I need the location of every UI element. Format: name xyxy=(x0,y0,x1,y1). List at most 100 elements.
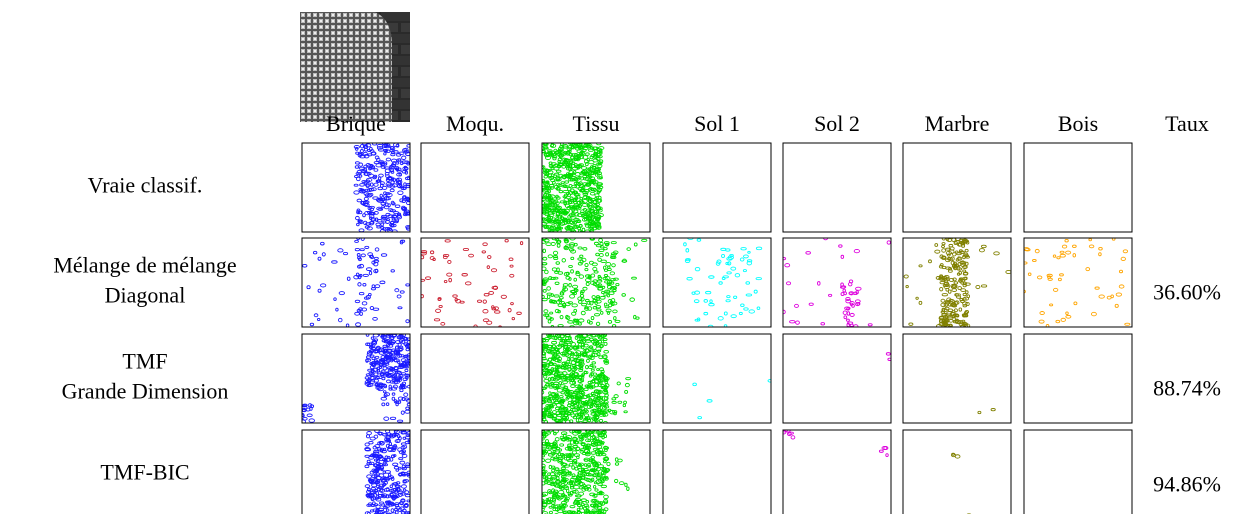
pixel-mark xyxy=(401,451,406,456)
pixel-mark xyxy=(368,270,373,276)
pixel-mark xyxy=(1065,311,1069,315)
pixel-mark xyxy=(957,256,961,261)
pixel-mark xyxy=(369,493,375,499)
pixel-mark xyxy=(369,207,375,212)
pixel-mark xyxy=(1005,269,1011,275)
pixel-mark xyxy=(934,243,939,247)
pixel-mark xyxy=(564,238,570,244)
pixel-mark xyxy=(370,362,377,366)
pixel-mark xyxy=(573,489,579,494)
pixel-mark xyxy=(940,298,946,303)
pixel-mark xyxy=(1072,253,1076,258)
pixel-mark xyxy=(828,293,833,297)
pixel-mark xyxy=(597,374,603,378)
pixel-mark xyxy=(554,484,560,488)
pixel-mark xyxy=(685,248,690,253)
pixel-mark xyxy=(553,276,559,280)
pixel-mark xyxy=(394,439,401,444)
pixel-mark xyxy=(387,214,394,219)
pixel-mark xyxy=(727,261,732,266)
pixel-mark xyxy=(743,307,749,311)
pixel-mark xyxy=(405,373,410,378)
pixel-mark xyxy=(549,299,553,303)
pixel-mark xyxy=(562,175,567,180)
pixel-mark xyxy=(958,278,963,283)
pixel-mark xyxy=(548,151,554,156)
pixel-mark xyxy=(554,392,559,396)
panel-frame xyxy=(662,429,772,514)
pixel-mark xyxy=(590,451,597,455)
pixel-mark xyxy=(583,370,589,375)
pixel-mark xyxy=(592,505,599,509)
pixel-mark xyxy=(612,309,618,314)
pixel-mark xyxy=(568,226,573,231)
column-header: Moqu. xyxy=(446,111,504,136)
pixel-mark xyxy=(560,404,564,409)
pixel-mark xyxy=(918,264,923,268)
pixel-mark xyxy=(578,362,585,366)
pixel-mark xyxy=(596,439,603,443)
pixel-mark xyxy=(365,183,370,188)
pixel-mark xyxy=(550,376,555,381)
panel-frame xyxy=(541,429,651,514)
pixel-mark xyxy=(374,247,380,252)
pixel-mark xyxy=(566,150,571,155)
pixel-mark xyxy=(400,205,406,211)
class-map xyxy=(542,238,648,327)
pixel-mark xyxy=(385,226,391,231)
pixel-mark xyxy=(405,462,410,467)
pixel-mark xyxy=(555,261,560,265)
pixel-mark xyxy=(584,268,589,272)
pixel-mark xyxy=(578,368,584,373)
pixel-mark xyxy=(597,176,603,180)
panel-frame xyxy=(782,142,892,233)
pixel-mark xyxy=(915,296,919,300)
pixel-mark xyxy=(510,302,514,306)
pixel-mark xyxy=(554,418,560,423)
pixel-mark xyxy=(603,498,609,504)
pixel-mark xyxy=(383,506,388,510)
pixel-mark xyxy=(577,229,583,232)
pixel-mark xyxy=(406,511,410,514)
panel-frame xyxy=(420,142,530,233)
pixel-mark xyxy=(567,198,572,202)
pixel-mark xyxy=(369,254,373,259)
pixel-mark xyxy=(563,366,567,371)
pixel-mark xyxy=(622,258,627,263)
pixel-mark xyxy=(631,276,637,280)
pixel-mark xyxy=(550,347,555,352)
pixel-mark xyxy=(393,211,400,215)
pixel-mark xyxy=(542,248,546,254)
panel-frame xyxy=(541,142,651,233)
pixel-mark xyxy=(393,444,397,448)
pixel-mark xyxy=(1106,295,1112,300)
pixel-mark xyxy=(561,164,567,169)
pixel-mark xyxy=(391,396,396,401)
pixel-mark xyxy=(820,322,826,326)
pixel-mark xyxy=(594,378,600,384)
pixel-mark xyxy=(390,221,395,225)
pixel-mark xyxy=(559,352,567,356)
panel-frame xyxy=(541,333,651,424)
pixel-mark xyxy=(482,299,487,304)
pixel-mark xyxy=(563,485,570,491)
pixel-mark xyxy=(570,269,574,274)
pixel-mark xyxy=(551,452,556,456)
panel-frame xyxy=(1023,333,1133,424)
pixel-mark xyxy=(566,205,572,211)
pixel-mark xyxy=(392,380,398,384)
pixel-mark xyxy=(544,269,549,275)
pixel-mark xyxy=(542,289,547,293)
pixel-mark xyxy=(358,162,364,167)
pixel-mark xyxy=(552,491,559,496)
panel-frame xyxy=(301,237,411,328)
pixel-mark xyxy=(721,253,725,259)
pixel-mark xyxy=(379,501,385,505)
pixel-mark xyxy=(726,295,731,299)
pixel-mark xyxy=(406,144,410,148)
pixel-mark xyxy=(602,337,608,342)
pixel-mark xyxy=(547,472,552,476)
pixel-mark xyxy=(565,342,572,347)
pixel-mark xyxy=(385,182,392,187)
pixel-mark xyxy=(582,192,589,196)
